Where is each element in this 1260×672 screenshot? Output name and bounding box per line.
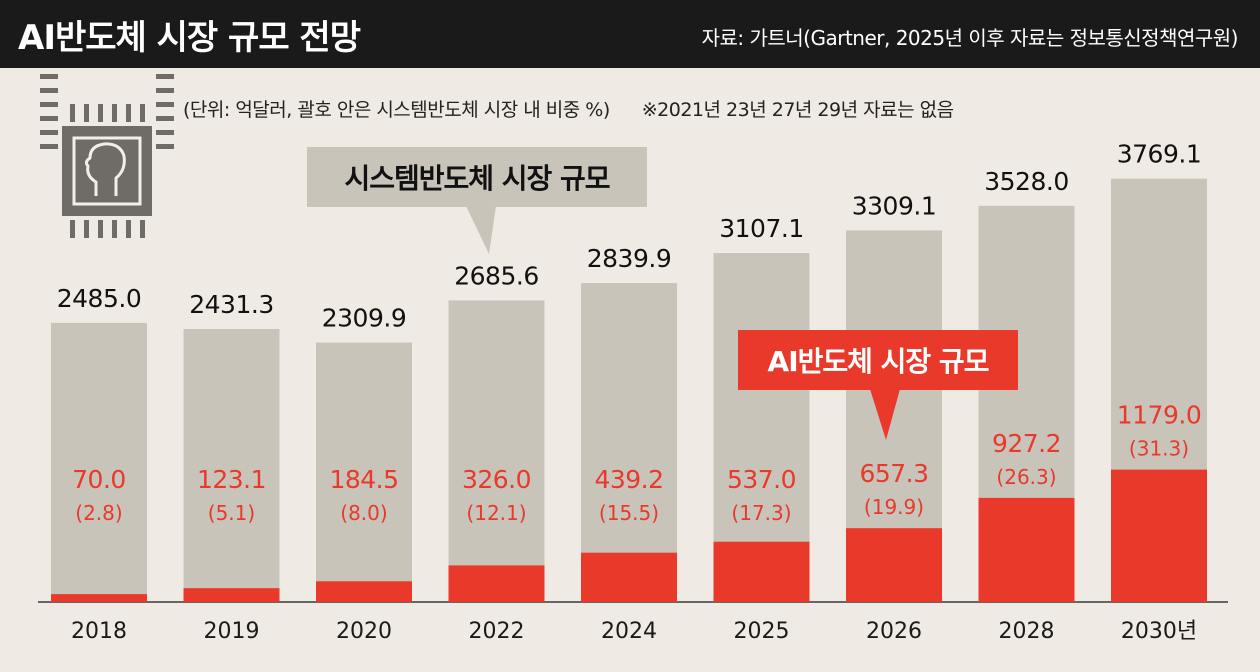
x-tick-label: 2028 (999, 619, 1055, 644)
ai-share-label: (12.1) (466, 501, 526, 525)
x-tick-label: 2018 (71, 619, 127, 644)
system-value-label: 3528.0 (984, 167, 1068, 196)
ai-callout-box (738, 330, 1018, 390)
x-tick-label: 2030년 (1121, 619, 1197, 644)
chart-title: AI반도체 시장 규모 전망 (18, 18, 361, 58)
ai-share-label: (17.3) (731, 501, 791, 525)
ai-value-label: 1179.0 (1117, 401, 1201, 430)
unit-note-row: (단위: 억달러, 괄호 안은 시스템반도체 시장 내 비중 %) ※2021년 … (183, 95, 954, 122)
ai-bar (1111, 469, 1207, 602)
system-value-label: 2431.3 (189, 290, 273, 319)
x-tick-label: 2019 (204, 619, 260, 644)
ai-bar (183, 588, 280, 602)
system-callout-label: 시스템반도체 시장 규모 (344, 162, 609, 195)
system-value-label: 2839.9 (587, 244, 671, 273)
missing-years-note: ※2021년 23년 27년 29년 자료는 없음 (641, 99, 954, 121)
ai-bar (51, 594, 147, 602)
ai-bar (448, 565, 545, 602)
ai-share-label: (5.1) (208, 501, 255, 525)
ai-bar (713, 541, 810, 602)
system-value-label: 2685.6 (454, 261, 538, 290)
x-tick-label: 2022 (469, 619, 525, 644)
ai-callout-label: AI반도체 시장 규모 (768, 345, 989, 378)
system-value-label: 3769.1 (1117, 140, 1201, 169)
system-value-label: 3309.1 (852, 191, 936, 220)
ai-share-label: (19.9) (864, 495, 924, 519)
ai-value-label: 439.2 (594, 465, 663, 494)
ai-value-label: 537.0 (727, 465, 796, 494)
system-value-label: 3107.1 (719, 214, 803, 243)
source-note: 자료: 가트너(Gartner, 2025년 이후 자료는 정보통신정책연구원) (701, 26, 1239, 50)
ai-bar (846, 528, 942, 602)
ai-bar (978, 497, 1075, 602)
system-bar (51, 322, 147, 602)
ai-share-label: (26.3) (996, 465, 1056, 489)
system-bar (183, 328, 280, 602)
system-value-label: 2485.0 (57, 284, 141, 313)
ai-bar (316, 581, 412, 602)
system-bar (316, 342, 412, 602)
system-callout-box (307, 147, 647, 207)
system-bar (448, 300, 545, 602)
system-value-label: 2309.9 (322, 304, 406, 333)
ai-value-label: 184.5 (329, 465, 398, 494)
ai-value-label: 123.1 (197, 465, 266, 494)
unit-note: (단위: 억달러, 괄호 안은 시스템반도체 시장 내 비중 %) (183, 99, 610, 121)
x-tick-label: 2026 (866, 619, 922, 644)
x-tick-label: 2025 (734, 619, 790, 644)
ai-chip-icon (40, 74, 174, 238)
ai-value-label: 927.2 (992, 429, 1061, 458)
ai-value-label: 326.0 (462, 465, 531, 494)
ai-callout-pointer (870, 389, 900, 440)
ai-bar (581, 552, 677, 602)
system-callout-pointer (466, 206, 496, 254)
ai-share-label: (15.5) (599, 501, 659, 525)
ai-share-label: (8.0) (340, 501, 387, 525)
ai-value-label: 657.3 (859, 459, 928, 488)
ai-value-label: 70.0 (72, 465, 126, 494)
x-tick-label: 2024 (601, 619, 657, 644)
ai-share-label: (31.3) (1129, 437, 1189, 461)
ai-share-label: (2.8) (75, 501, 122, 525)
system-bar (581, 283, 677, 602)
x-tick-label: 2020 (336, 619, 392, 644)
header-bar: AI반도체 시장 규모 전망 자료: 가트너(Gartner, 2025년 이후… (0, 0, 1260, 68)
